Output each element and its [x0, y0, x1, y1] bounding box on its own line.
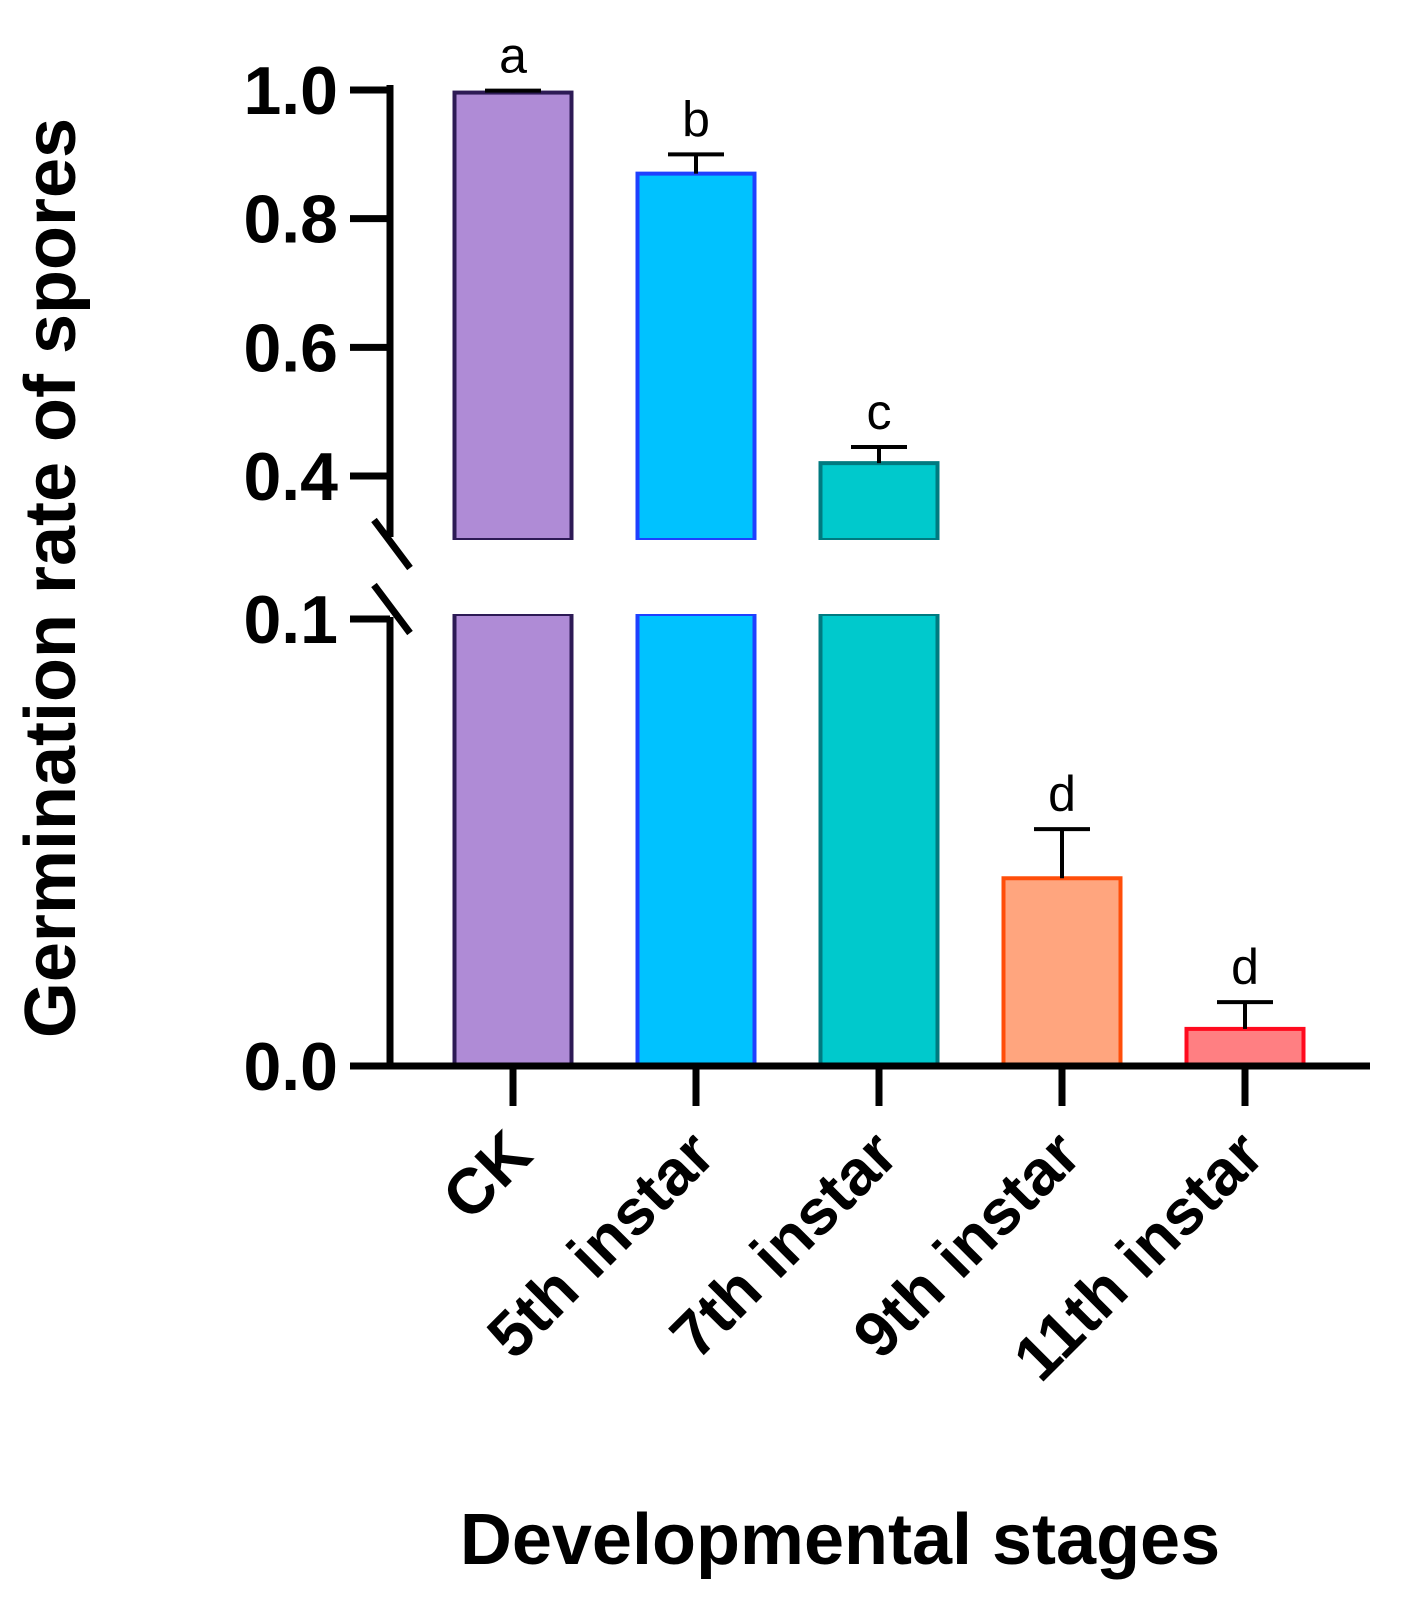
y-tick-label-2: 0.8 — [243, 182, 338, 258]
bar-3 — [1001, 876, 1123, 1069]
y-tick-label-3: 1.0 — [243, 53, 338, 129]
y-tick-label-1: 0.6 — [243, 310, 338, 386]
bar-lower-0 — [452, 612, 574, 1068]
bar-upper-1 — [635, 171, 757, 542]
y-tick-label-4: 0.0 — [243, 1029, 338, 1105]
axes-layer — [350, 85, 1370, 1106]
significance-label-4: d — [1231, 939, 1259, 995]
y-axis-break-mark-lower — [371, 582, 413, 636]
bar-lower-2 — [818, 612, 940, 1068]
x-tick-label-0: CK — [429, 1117, 545, 1233]
bar-upper-0 — [452, 90, 574, 542]
x-axis-title: Developmental stages — [460, 1500, 1220, 1580]
bar-upper-2 — [818, 461, 940, 542]
significance-label-2: c — [867, 384, 892, 440]
significance-label-1: b — [682, 91, 710, 147]
y-axis-break-mark-upper — [371, 517, 413, 571]
bar-break-gap-1 — [633, 540, 759, 614]
y-axis-title: Germination rate of spores — [11, 118, 91, 1038]
y-tick-label-5: 0.1 — [243, 582, 338, 658]
significance-label-3: d — [1048, 766, 1076, 822]
bar-break-gap-0 — [450, 540, 576, 614]
significance-label-0: a — [499, 28, 527, 84]
bar-break-gap-2 — [816, 540, 942, 614]
bar-4 — [1184, 1026, 1306, 1069]
bar-lower-1 — [635, 612, 757, 1068]
y-tick-label-0: 0.4 — [243, 439, 338, 515]
bars-layer — [450, 88, 1306, 1069]
